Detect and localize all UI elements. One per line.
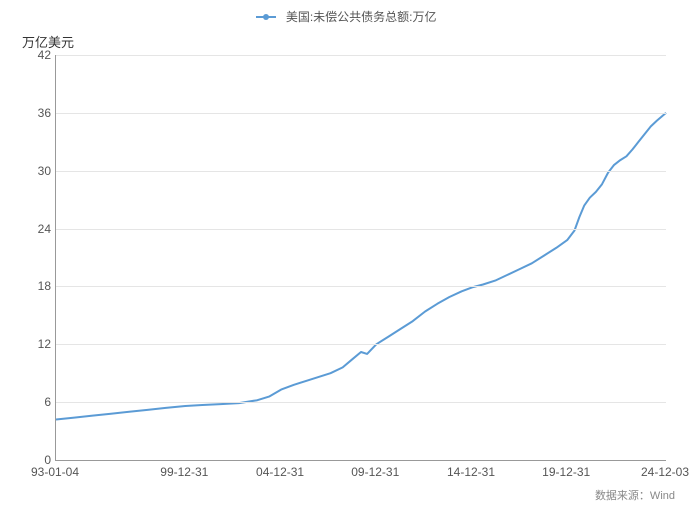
y-tick-label: 18	[25, 279, 51, 293]
line-chart-svg	[56, 55, 666, 460]
grid-line	[56, 402, 666, 403]
grid-line	[56, 55, 666, 56]
y-tick-label: 36	[25, 106, 51, 120]
grid-line	[56, 229, 666, 230]
grid-line	[56, 344, 666, 345]
grid-line	[56, 113, 666, 114]
data-line	[56, 113, 666, 420]
x-tick-label: 19-12-31	[542, 465, 590, 479]
legend: 美国:未偿公共债务总额:万亿	[0, 8, 693, 25]
legend-label: 美国:未偿公共债务总额:万亿	[286, 10, 437, 24]
x-tick-label: 99-12-31	[160, 465, 208, 479]
y-tick-label: 24	[25, 222, 51, 236]
x-tick-label: 93-01-04	[31, 465, 79, 479]
y-tick-label: 12	[25, 337, 51, 351]
y-tick-label: 30	[25, 164, 51, 178]
source-label: 数据来源：Wind	[595, 487, 675, 503]
x-tick-label: 09-12-31	[351, 465, 399, 479]
y-tick-label: 6	[25, 395, 51, 409]
grid-line	[56, 171, 666, 172]
chart-container: 美国:未偿公共债务总额:万亿 万亿美元 06121824303642 93-01…	[0, 0, 693, 521]
x-tick-label: 24-12-03	[641, 465, 689, 479]
x-tick-label: 14-12-31	[447, 465, 495, 479]
legend-marker-icon	[256, 16, 276, 18]
grid-line	[56, 286, 666, 287]
plot-area	[55, 55, 666, 461]
x-tick-label: 04-12-31	[256, 465, 304, 479]
y-tick-label: 42	[25, 48, 51, 62]
